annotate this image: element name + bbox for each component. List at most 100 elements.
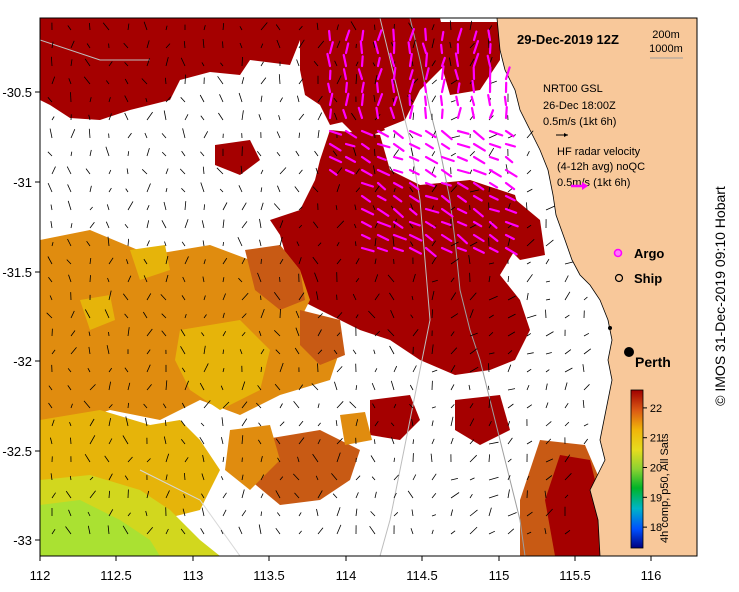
gsl-vector bbox=[431, 369, 438, 373]
gsl-vector bbox=[336, 241, 340, 247]
gsl-vector bbox=[431, 344, 434, 355]
gsl-vector bbox=[450, 78, 459, 85]
gsl-vector bbox=[315, 475, 319, 481]
gsl-vector bbox=[507, 187, 513, 193]
hf-vector bbox=[408, 28, 415, 42]
gsl-vector bbox=[200, 182, 205, 193]
gsl-vector bbox=[108, 331, 110, 337]
hf-vector bbox=[408, 93, 412, 107]
hf-vector bbox=[407, 41, 412, 55]
gsl-vector bbox=[107, 277, 110, 283]
gsl-vector bbox=[202, 454, 205, 463]
gsl-vector bbox=[106, 345, 110, 355]
gsl-vector bbox=[259, 218, 262, 229]
gsl-vector bbox=[564, 402, 569, 409]
gsl-vector bbox=[222, 257, 228, 265]
gsl-vector bbox=[545, 369, 550, 373]
hf-vector bbox=[424, 155, 439, 165]
hf-vector bbox=[360, 220, 372, 228]
gsl-vector bbox=[295, 150, 300, 157]
gsl-vector bbox=[314, 272, 319, 283]
gsl-vector bbox=[336, 184, 340, 193]
hf-vector bbox=[456, 142, 471, 149]
gsl-vector bbox=[526, 130, 534, 139]
gsl-vector bbox=[278, 115, 281, 121]
gsl-vector bbox=[67, 385, 72, 391]
gsl-vector bbox=[488, 385, 490, 391]
gsl-vector bbox=[317, 112, 323, 121]
hf-vector bbox=[488, 42, 492, 55]
gsl-vector bbox=[469, 58, 475, 67]
gsl-vector bbox=[450, 185, 458, 193]
x-axis: 112 112.5 113 113.5 114 114.5 115 115.5 … bbox=[30, 556, 661, 583]
gsl-vector bbox=[469, 439, 475, 445]
gsl-vector bbox=[450, 530, 456, 535]
gsl-vector bbox=[507, 512, 517, 517]
gsl-vector bbox=[336, 366, 343, 373]
gsl-vector bbox=[450, 292, 457, 301]
gsl-vector bbox=[294, 347, 300, 355]
gsl-vector bbox=[374, 148, 376, 157]
hf-vector bbox=[408, 142, 421, 150]
gsl-vector bbox=[201, 332, 205, 337]
gsl-vector bbox=[488, 186, 491, 193]
gsl-vector bbox=[182, 128, 186, 139]
hf-vector bbox=[472, 52, 480, 68]
gsl-vector bbox=[469, 366, 479, 373]
gsl-vector bbox=[296, 59, 300, 67]
gsl-vector bbox=[336, 40, 341, 49]
gsl-vector bbox=[545, 239, 554, 247]
hf-vector bbox=[470, 106, 476, 120]
gsl-vector bbox=[108, 490, 110, 499]
gsl-vector bbox=[124, 224, 129, 229]
gsl-vector bbox=[127, 512, 131, 517]
gsl-vector bbox=[70, 59, 73, 67]
gsl-vector bbox=[488, 133, 499, 139]
hf-vector bbox=[376, 207, 390, 217]
y-tick-label: -32.5 bbox=[2, 444, 32, 459]
gsl-vector bbox=[390, 310, 395, 319]
gsl-vector bbox=[507, 275, 510, 283]
gsl-vector bbox=[450, 258, 460, 265]
gsl-vector bbox=[450, 416, 454, 427]
gsl-vector bbox=[298, 292, 305, 301]
gsl-vector bbox=[260, 258, 262, 265]
gsl-vector bbox=[374, 439, 376, 445]
gsl-vector bbox=[488, 421, 492, 427]
gsl-vector bbox=[374, 420, 379, 427]
gsl-vector bbox=[260, 474, 265, 481]
gsl-vector bbox=[311, 383, 319, 391]
gsl-vector bbox=[220, 476, 224, 481]
hf-vector bbox=[488, 181, 499, 189]
gsl-vector bbox=[238, 277, 243, 283]
gsl-vector bbox=[108, 113, 112, 121]
gsl-vector bbox=[564, 382, 568, 391]
hf-vector bbox=[408, 181, 420, 191]
gsl-vector bbox=[222, 349, 224, 355]
hf-vector bbox=[408, 129, 423, 137]
hf-vector bbox=[408, 155, 420, 162]
gsl-vectors bbox=[46, 20, 592, 535]
gsl-vector bbox=[161, 220, 167, 229]
hf-vector bbox=[456, 168, 470, 175]
gsl-vector bbox=[89, 275, 91, 283]
gsl-vector bbox=[526, 169, 532, 175]
gsl-vector bbox=[488, 476, 499, 481]
gsl-vector bbox=[67, 238, 72, 247]
gsl-vector bbox=[317, 439, 321, 445]
gsl-vector bbox=[431, 406, 436, 409]
hf-vector bbox=[424, 194, 439, 201]
gsl-vector bbox=[89, 476, 94, 481]
colorbar-label: 4h comp, p50, All Sats bbox=[659, 433, 671, 543]
gsl-vector bbox=[332, 493, 338, 499]
gsl-vector bbox=[165, 77, 167, 85]
gsl-vector bbox=[161, 330, 167, 337]
gsl-legend-line3: 0.5m/s (1kt 6h) bbox=[543, 116, 616, 128]
gsl-vector bbox=[146, 490, 150, 499]
gsl-vector bbox=[450, 384, 455, 391]
gsl-vector bbox=[469, 348, 478, 355]
ship-label: Ship bbox=[634, 271, 662, 286]
argo-label: Argo bbox=[634, 246, 664, 261]
gsl-vector bbox=[410, 528, 414, 535]
gsl-vector bbox=[69, 475, 72, 481]
